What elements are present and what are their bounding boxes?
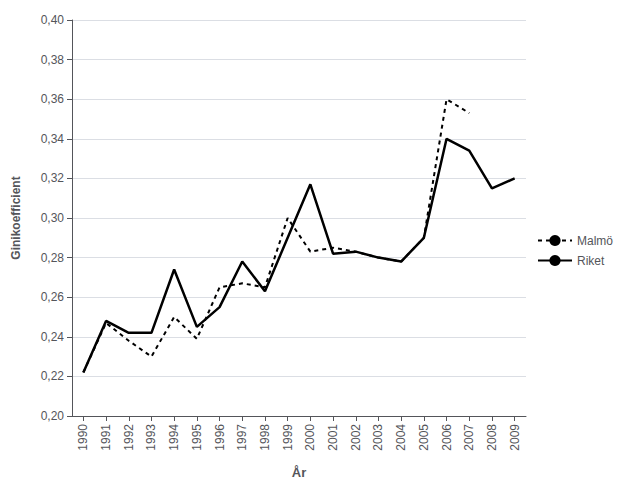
svg-text:0,20: 0,20 [41,409,65,423]
svg-text:1990: 1990 [76,424,90,451]
svg-text:År: År [292,465,306,480]
svg-text:2003: 2003 [371,424,385,451]
svg-text:Riket: Riket [577,254,605,268]
svg-text:1991: 1991 [99,424,113,451]
svg-text:2002: 2002 [349,424,363,451]
svg-text:2005: 2005 [417,424,431,451]
svg-text:0,34: 0,34 [41,132,65,146]
svg-text:0,36: 0,36 [41,92,65,106]
svg-text:0,28: 0,28 [41,251,65,265]
svg-text:0,24: 0,24 [41,330,65,344]
svg-text:2000: 2000 [303,424,317,451]
svg-text:2009: 2009 [508,424,522,451]
svg-text:Ginikoefficient: Ginikoefficient [9,176,23,259]
svg-text:1998: 1998 [258,424,272,451]
svg-text:0,40: 0,40 [41,13,65,27]
svg-text:1996: 1996 [213,424,227,451]
svg-text:1993: 1993 [144,424,158,451]
svg-text:1999: 1999 [281,424,295,451]
svg-text:2001: 2001 [326,424,340,451]
svg-text:1994: 1994 [167,424,181,451]
svg-text:1995: 1995 [190,424,204,451]
svg-text:Malmö: Malmö [577,234,613,248]
svg-text:0,38: 0,38 [41,53,65,67]
svg-text:1992: 1992 [122,424,136,451]
svg-text:0,22: 0,22 [41,369,65,383]
svg-text:2007: 2007 [462,424,476,451]
svg-text:2008: 2008 [485,424,499,451]
svg-text:2004: 2004 [394,424,408,451]
svg-text:0,32: 0,32 [41,171,65,185]
svg-text:2006: 2006 [440,424,454,451]
svg-text:0,26: 0,26 [41,290,65,304]
svg-text:1997: 1997 [235,424,249,451]
svg-text:0,30: 0,30 [41,211,65,225]
